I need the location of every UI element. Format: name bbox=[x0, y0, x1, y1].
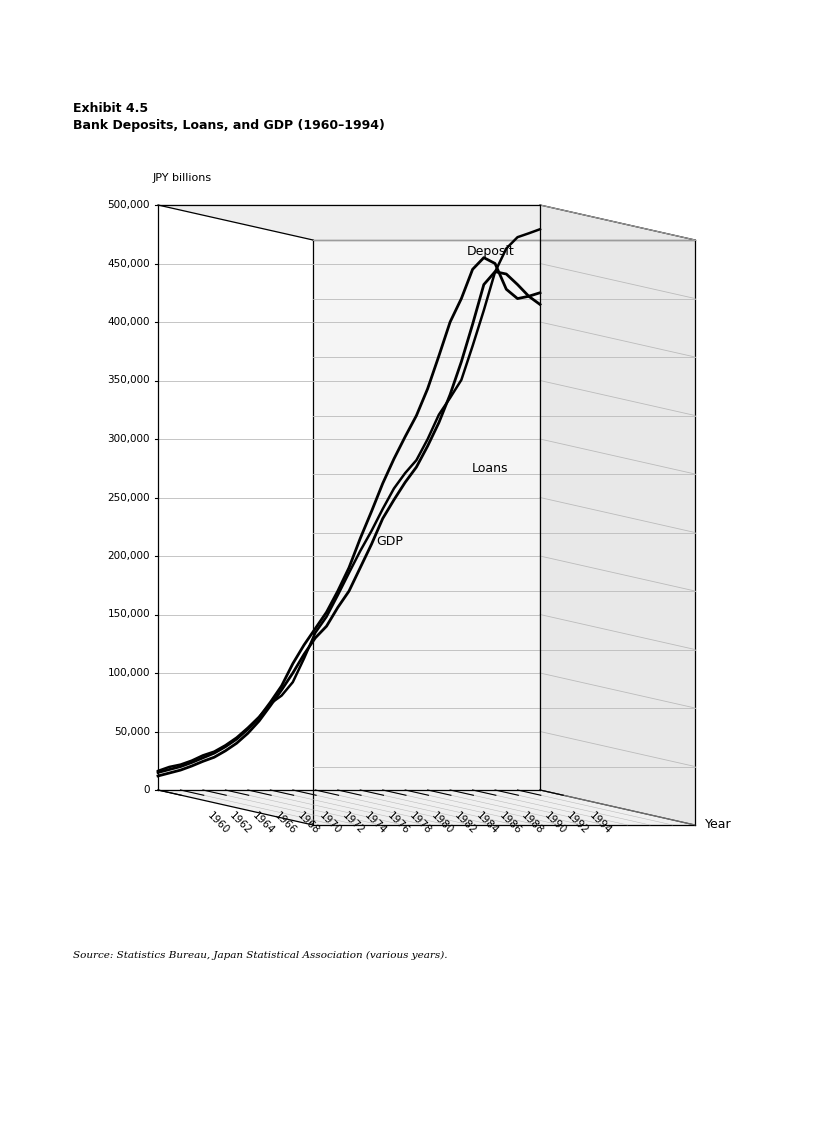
Text: GDP: GDP bbox=[376, 536, 403, 548]
Text: 300,000: 300,000 bbox=[108, 433, 150, 444]
Text: 1992: 1992 bbox=[565, 811, 591, 836]
Text: 500,000: 500,000 bbox=[108, 200, 150, 210]
Text: 400,000: 400,000 bbox=[108, 317, 150, 327]
Text: Loans: Loans bbox=[472, 462, 508, 475]
Text: 1980: 1980 bbox=[430, 811, 455, 836]
Text: 1974: 1974 bbox=[362, 811, 388, 836]
Text: 350,000: 350,000 bbox=[108, 375, 150, 385]
Text: 1962: 1962 bbox=[228, 811, 254, 836]
Text: 1982: 1982 bbox=[452, 811, 478, 836]
Text: 250,000: 250,000 bbox=[108, 493, 150, 502]
Text: 450,000: 450,000 bbox=[108, 258, 150, 268]
Text: 1970: 1970 bbox=[317, 811, 344, 836]
Text: 100,000: 100,000 bbox=[108, 668, 150, 678]
Text: Source: Statistics Bureau, Japan Statistical Association (various years).: Source: Statistics Bureau, Japan Statist… bbox=[73, 951, 447, 960]
Polygon shape bbox=[540, 206, 695, 825]
Text: Year: Year bbox=[705, 819, 732, 831]
Text: 1986: 1986 bbox=[497, 811, 523, 836]
Text: 150,000: 150,000 bbox=[108, 610, 150, 620]
Text: 1990: 1990 bbox=[543, 811, 568, 836]
Text: 200,000: 200,000 bbox=[108, 551, 150, 562]
Polygon shape bbox=[158, 206, 695, 240]
Text: 1964: 1964 bbox=[251, 811, 276, 836]
Text: 1988: 1988 bbox=[520, 811, 546, 836]
Text: 1968: 1968 bbox=[295, 811, 321, 836]
Text: 1960: 1960 bbox=[205, 811, 231, 836]
Text: 1978: 1978 bbox=[407, 811, 433, 836]
Text: JPY billions: JPY billions bbox=[153, 173, 212, 183]
Text: 1966: 1966 bbox=[273, 811, 299, 836]
Polygon shape bbox=[158, 789, 695, 825]
Text: Exhibit 4.5: Exhibit 4.5 bbox=[73, 102, 149, 115]
Text: 50,000: 50,000 bbox=[114, 727, 150, 737]
Text: Deposit: Deposit bbox=[467, 245, 514, 258]
Text: 1976: 1976 bbox=[385, 811, 410, 836]
Text: 1994: 1994 bbox=[588, 811, 613, 836]
Polygon shape bbox=[313, 240, 695, 825]
Text: Bank Deposits, Loans, and GDP (1960–1994): Bank Deposits, Loans, and GDP (1960–1994… bbox=[73, 119, 385, 133]
Text: 1984: 1984 bbox=[475, 811, 501, 836]
Text: 0: 0 bbox=[144, 785, 150, 795]
Text: 1972: 1972 bbox=[340, 811, 366, 836]
